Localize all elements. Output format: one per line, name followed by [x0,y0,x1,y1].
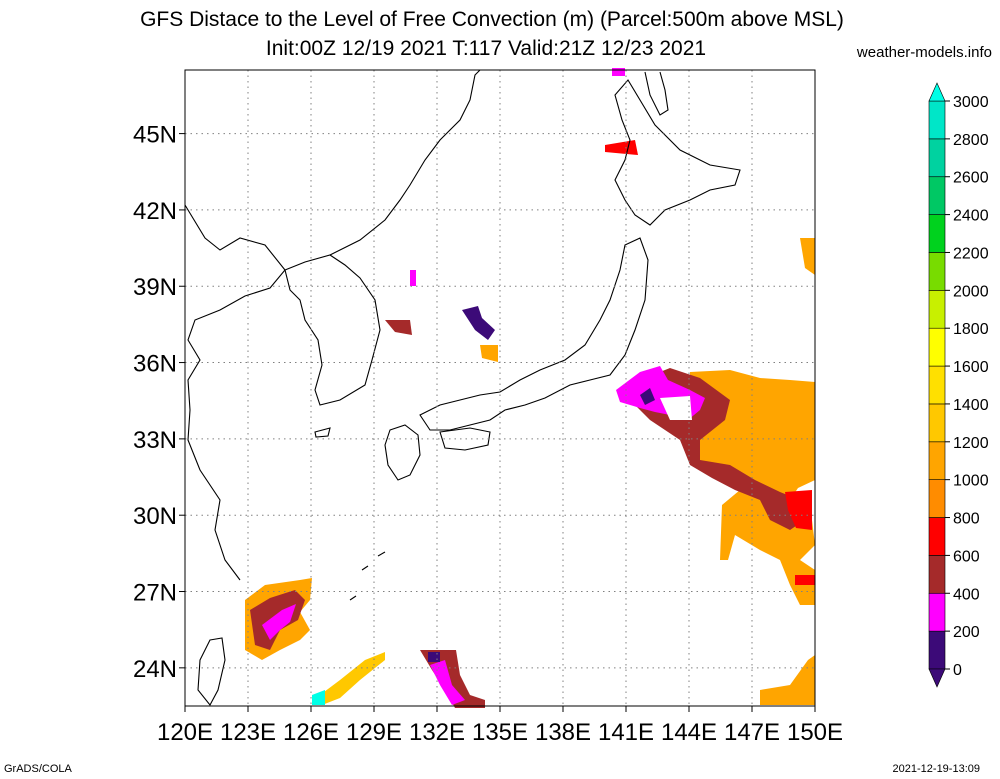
chart-subtitle: Init:00Z 12/19 2021 T:117 Valid:21Z 12/2… [265,37,707,60]
field-magenta-south [430,660,465,705]
software-credit: GrADS/COLA [4,763,72,775]
colorbar-label: 2200 [953,245,989,262]
axis-ticks: 120E 123E 126E 129E 132E 135E 138E 141E 144E 147E… [133,122,843,746]
field-white-hole [660,396,692,420]
colorbar-label: 200 [953,624,980,641]
colorbar-label: 1000 [953,473,989,490]
coastline-mainland [184,204,286,581]
tick-label-lon: 132E [409,719,465,746]
colorbar-swatch [928,592,946,632]
field-red-east2 [795,575,815,585]
coastlines [184,69,741,706]
tick-label-lat: 33N [133,427,177,454]
coastline-russia [329,69,481,256]
tick-label-lon: 120E [157,719,213,746]
chart-title: GFS Distace to the Level of Free Convect… [140,8,844,31]
field-yellow-south [320,652,385,705]
tick-label-lon: 144E [661,719,717,746]
colorbar-swatch [928,441,946,480]
tick-label-lat: 39N [133,274,177,301]
coastline-taiwan [197,637,226,706]
colorbar-label: 600 [953,548,980,565]
coastline-kyushu [384,424,421,481]
field-purple-east [640,388,655,405]
colorbar-label: 2800 [953,132,989,149]
tick-label-lat: 27N [133,580,177,607]
colorbar-swatch [928,403,946,443]
field-orange-central [480,345,498,362]
lfc-distance-field [245,68,815,708]
colorbar-label: 3000 [953,94,989,111]
field-red-hokkaido [605,140,638,155]
colorbar-label: 1200 [953,435,989,452]
colorbar-swatch [928,517,946,556]
tick-label-lat: 42N [133,198,177,225]
tick-label-lon: 138E [535,719,591,746]
tick-label-lat: 30N [133,503,177,530]
tick-label-lon: 129E [346,719,402,746]
field-cyan-south [312,690,325,705]
colorbar-swatch [928,365,946,405]
map-grid [185,70,815,706]
tick-label-lat: 45N [133,122,177,149]
colorbar: 0 200 400 600 800 1000 1200 1400 1600 1800 2000 220… [928,82,989,688]
colorbar-label: 2400 [953,208,989,225]
colorbar-swatch [928,252,946,291]
site-credit: weather-models.info [856,44,992,61]
coastline-honshu [419,237,649,431]
colorbar-label: 0 [953,662,962,679]
field-purple-central [462,306,495,340]
coastline-korea [284,254,381,406]
coastline-islands [314,427,386,601]
colorbar-label: 2000 [953,283,989,300]
tick-label-lon: 123E [220,719,276,746]
colorbar-swatch [928,138,946,178]
field-red-east [785,490,812,530]
colorbar-swatch [928,214,946,253]
colorbar-label: 800 [953,511,980,528]
tick-label-lat: 24N [133,656,177,683]
colorbar-swatch [928,327,946,367]
colorbar-under-arrow [928,668,946,688]
tick-label-lon: 150E [787,719,843,746]
field-purple-south [428,652,440,662]
colorbar-label: 2600 [953,170,989,187]
coastline-shikoku [439,427,491,451]
colorbar-swatch [928,176,946,215]
tick-label-lat: 36N [133,351,177,378]
colorbar-label: 1400 [953,397,989,414]
field-magenta-korea [410,270,416,286]
colorbar-swatch [928,479,946,518]
render-timestamp: 2021-12-19-13:09 [892,763,980,775]
colorbar-swatch [928,555,946,594]
colorbar-label: 1800 [953,321,989,338]
field-orange-fareast [800,238,815,275]
tick-label-lon: 126E [283,719,339,746]
field-orange-southeast [760,655,815,705]
colorbar-swatch [928,290,946,329]
colorbar-over-arrow [928,82,946,102]
colorbar-swatch [928,100,946,140]
field-magenta-hokkaido [612,68,625,76]
coastline-sakhalin [644,71,669,116]
tick-label-lon: 147E [724,719,780,746]
colorbar-label: 1600 [953,359,989,376]
field-brown-korea [385,320,412,335]
field-magenta-ryukyu [262,604,296,640]
colorbar-label: 400 [953,586,980,603]
tick-label-lon: 141E [598,719,654,746]
coastline-hokkaido [614,79,741,226]
tick-label-lon: 135E [472,719,528,746]
colorbar-swatch [928,630,946,670]
